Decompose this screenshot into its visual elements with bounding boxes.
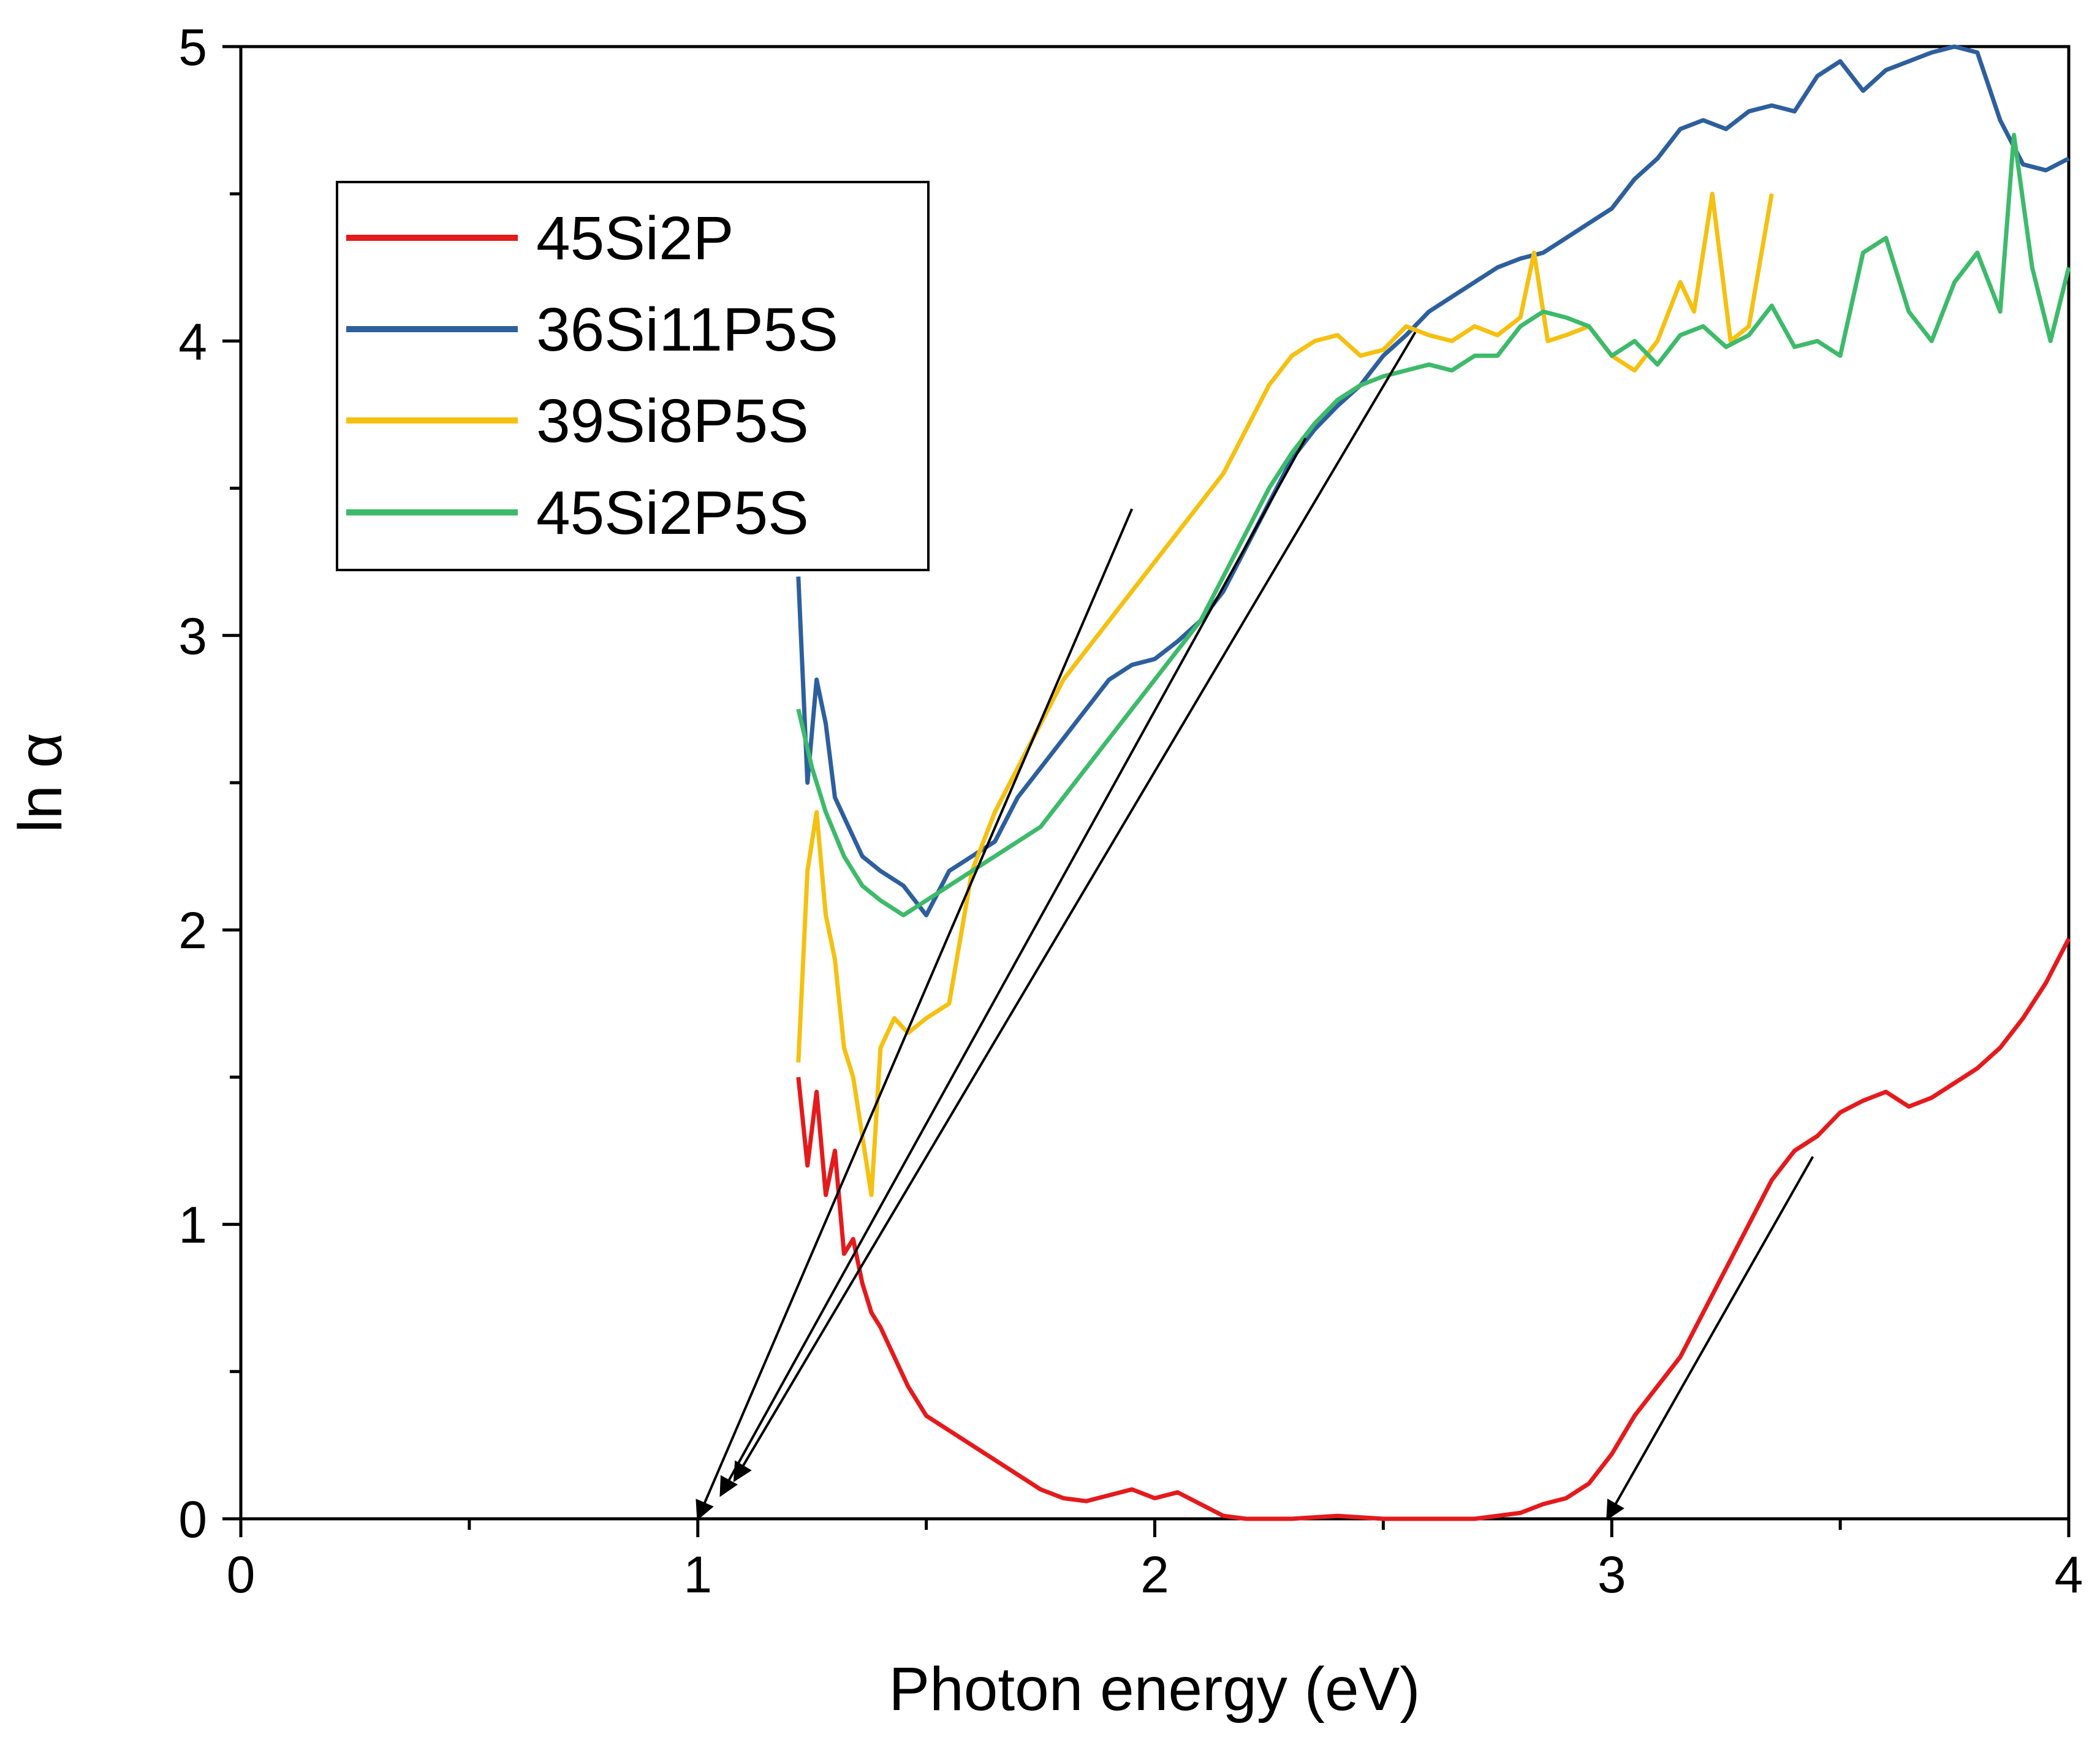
x-tick-label: 2 xyxy=(1140,1546,1169,1603)
fit-arrow xyxy=(719,437,1307,1497)
series-layer xyxy=(796,44,2071,1521)
legend-box xyxy=(336,181,930,571)
x-tick-label: 3 xyxy=(1598,1546,1626,1603)
series-line-36si11p5s xyxy=(796,44,2070,918)
legend-label-45si2p: 45Si2P xyxy=(536,204,733,273)
y-tick-label: 4 xyxy=(178,313,207,370)
series-line-45si2p xyxy=(796,937,2071,1521)
axis-ticks xyxy=(222,45,2071,1537)
y-tick-label: 5 xyxy=(178,18,207,76)
y-tick-label: 1 xyxy=(178,1196,207,1254)
legend-label-36si11p5s: 36Si11P5S xyxy=(536,295,838,364)
y-axis-title: ln α xyxy=(6,732,75,832)
series-line-39si8p5s xyxy=(796,191,1774,1198)
series-line-45si2p5s xyxy=(796,132,2071,918)
x-tick-label: 4 xyxy=(2055,1546,2083,1603)
fit-arrow xyxy=(696,508,1134,1521)
x-axis-title: Photon energy (eV) xyxy=(889,1655,1420,1724)
legend: 45Si2P 36Si11P5S 39Si8P5S 45Si2P5S xyxy=(336,181,930,571)
legend-label-39si8p5s: 39Si8P5S xyxy=(536,387,809,455)
y-tick-label: 0 xyxy=(178,1491,207,1548)
x-tick-label: 0 xyxy=(227,1546,256,1603)
x-tick-label: 1 xyxy=(683,1546,712,1603)
legend-label-45si2p5s: 45Si2P5S xyxy=(536,479,809,547)
fit-arrows xyxy=(696,331,1814,1521)
fit-arrow xyxy=(1606,1156,1814,1521)
y-tick-label: 3 xyxy=(178,607,207,665)
tick-labels: 0 1 2 3 4 0 1 2 3 4 5 xyxy=(178,18,2083,1603)
fit-arrow xyxy=(733,331,1417,1483)
y-tick-label: 2 xyxy=(178,902,207,959)
